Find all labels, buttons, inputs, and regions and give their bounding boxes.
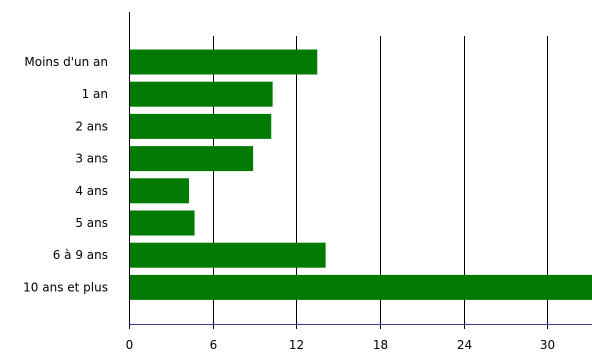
bar: [129, 81, 273, 107]
category-label: 10 ans et plus: [23, 280, 108, 294]
x-tick-labels: 0 6 12 18 24 30: [126, 338, 555, 352]
x-tick-label: 12: [289, 338, 304, 352]
category-label: 6 à 9 ans: [53, 248, 108, 262]
bar: [129, 146, 254, 172]
bars-group: [129, 49, 592, 300]
category-labels: Moins d'un an 1 an 2 ans 3 ans 4 ans 5 ans 6 à…: [23, 55, 108, 294]
x-tick-label: 18: [373, 338, 388, 352]
x-tick-label: 24: [457, 338, 472, 352]
bar: [129, 274, 592, 300]
bar: [129, 113, 272, 139]
category-label: 3 ans: [75, 152, 108, 166]
x-tick-label: 30: [540, 338, 555, 352]
bar: [129, 242, 326, 268]
bar: [129, 210, 195, 236]
category-label: Moins d'un an: [24, 55, 108, 69]
x-tick-label: 0: [126, 338, 134, 352]
bar: [129, 49, 318, 75]
category-label: 2 ans: [75, 119, 108, 133]
x-tick-label: 6: [210, 338, 218, 352]
category-label: 4 ans: [75, 184, 108, 198]
category-label: 5 ans: [75, 216, 108, 230]
bar: [129, 178, 189, 204]
category-label: 1 an: [82, 87, 108, 101]
axes-group: [129, 12, 592, 329]
